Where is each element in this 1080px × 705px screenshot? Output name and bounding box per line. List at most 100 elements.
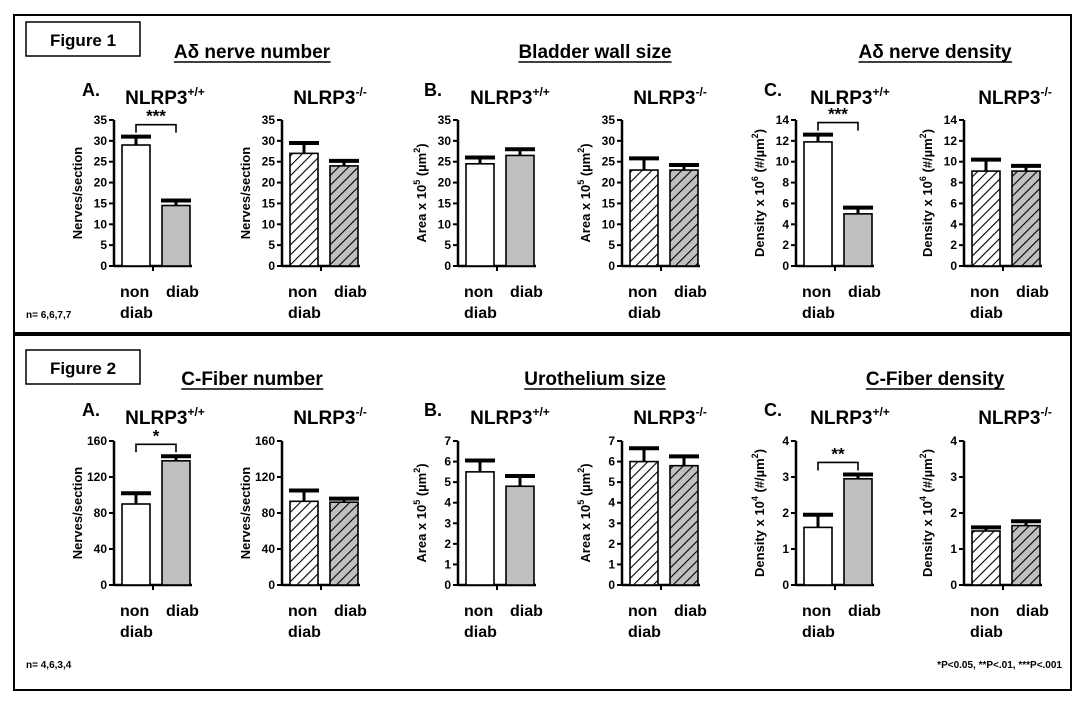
y-tick-label: 4 <box>444 496 451 510</box>
x-label-diab-lower: diab <box>628 624 661 641</box>
y-axis-label-end: ) <box>752 129 767 133</box>
panel-letter: C. <box>764 400 782 420</box>
panel-title: C-Fiber density <box>866 369 1005 390</box>
y-tick-label: 20 <box>262 176 276 190</box>
panel-letter: B. <box>424 80 442 100</box>
subplot-solid: NLRP3+/+ 0 5 10 15 20 25 30 35 Nerves/section *** n… <box>70 85 205 322</box>
y-tick-label: 1 <box>782 542 789 556</box>
genotype-heading: NLRP3+/+ <box>470 405 550 429</box>
y-tick-label: 12 <box>776 134 790 148</box>
y-tick-label: 0 <box>100 259 107 273</box>
x-label-diab-lower: diab <box>970 624 1003 641</box>
y-tick-label: 80 <box>262 506 276 520</box>
y-axis-label-superscript: 4 <box>918 496 928 501</box>
x-label-diab: diab <box>848 603 881 620</box>
bar <box>629 460 659 586</box>
panel-2-2: Urothelium size B. NLRP3+/+ 0 1 2 3 4 5 6 7 Area x … <box>412 369 707 641</box>
bar <box>465 471 495 586</box>
y-tick-label: 0 <box>444 578 451 592</box>
y-axis-label-superscript: 2 <box>576 468 586 473</box>
x-label-diab: diab <box>166 284 199 301</box>
y-tick-label: 2 <box>782 238 789 252</box>
significance-bracket <box>817 121 859 131</box>
y-tick-label: 10 <box>94 217 108 231</box>
x-label-diab: diab <box>510 284 543 301</box>
y-axis-label-superscript: 2 <box>412 468 422 473</box>
panel-letter: A. <box>82 80 100 100</box>
x-label-non: non <box>288 603 317 620</box>
y-tick-label: 6 <box>950 196 957 210</box>
x-label-diab: diab <box>674 603 707 620</box>
x-label-non: non <box>120 603 149 620</box>
y-tick-label: 25 <box>602 155 616 169</box>
bar <box>803 526 833 586</box>
bar <box>121 503 151 586</box>
y-tick-label: 25 <box>262 155 276 169</box>
x-label-diab: diab <box>510 603 543 620</box>
y-axis-label-end: ) <box>752 449 767 453</box>
y-tick-label: 5 <box>100 238 107 252</box>
y-tick-label: 40 <box>94 542 108 556</box>
y-axis-label-superscript: 4 <box>750 496 760 501</box>
bar <box>669 169 699 267</box>
y-axis-label-text: Nerves/section <box>70 467 85 560</box>
y-axis-label-superscript: 2 <box>576 148 586 153</box>
genotype-heading: NLRP3+/+ <box>125 405 205 429</box>
y-axis-label-unit: (#/µm <box>920 458 935 496</box>
bar <box>505 485 535 586</box>
x-label-diab-lower: diab <box>628 305 661 322</box>
bar <box>121 144 151 267</box>
y-tick-label: 15 <box>262 196 276 210</box>
figure-2: Figure 2 n= 4,6,3,4 *P<0.05, **P<.01, ***P… <box>13 334 1072 691</box>
y-tick-label: 3 <box>608 516 615 530</box>
y-tick-label: 80 <box>94 506 108 520</box>
genotype-superscript: -/- <box>695 85 706 99</box>
y-tick-label: 4 <box>608 496 615 510</box>
y-tick-label: 25 <box>438 155 452 169</box>
bar <box>843 477 873 586</box>
y-axis-label: Area x 105 (µm2) <box>576 143 593 242</box>
x-label-diab-lower: diab <box>802 624 835 641</box>
bar <box>161 204 191 267</box>
panel-letter: A. <box>82 400 100 420</box>
significance-bracket <box>135 123 177 133</box>
y-tick-label: 1 <box>444 557 451 571</box>
y-axis-label-superscript: 2 <box>918 133 928 138</box>
y-axis-label-end: ) <box>578 143 593 147</box>
y-tick-label: 30 <box>262 134 276 148</box>
y-tick-label: 5 <box>608 475 615 489</box>
y-axis-label-superscript: 6 <box>918 176 928 181</box>
genotype-superscript: -/- <box>355 405 366 419</box>
x-label-non: non <box>120 284 149 301</box>
y-tick-label: 3 <box>444 516 451 530</box>
y-tick-label: 5 <box>444 475 451 489</box>
y-tick-label: 20 <box>94 176 108 190</box>
y-axis-label-unit: (#/µm <box>752 138 767 176</box>
x-label-diab-lower: diab <box>120 624 153 641</box>
y-tick-label: 35 <box>262 113 276 127</box>
y-axis-label-text: Nerves/section <box>238 147 253 240</box>
y-tick-label: 3 <box>950 470 957 484</box>
y-axis-label: Nerves/section <box>70 467 85 560</box>
genotype-heading: NLRP3+/+ <box>125 85 205 109</box>
bar <box>329 165 359 267</box>
x-label-non: non <box>802 603 831 620</box>
y-axis-label-text: Density x 10 <box>920 181 935 257</box>
y-tick-label: 12 <box>944 134 958 148</box>
y-tick-label: 4 <box>782 217 789 231</box>
y-axis-label-superscript: 2 <box>750 453 760 458</box>
y-tick-label: 30 <box>94 134 108 148</box>
y-tick-label: 0 <box>782 578 789 592</box>
genotype-superscript: -/- <box>1040 405 1051 419</box>
y-tick-label: 7 <box>608 434 615 448</box>
panel-title: Aδ nerve density <box>858 42 1011 63</box>
y-tick-label: 0 <box>268 259 275 273</box>
y-tick-label: 5 <box>608 238 615 252</box>
x-label-non: non <box>970 603 999 620</box>
